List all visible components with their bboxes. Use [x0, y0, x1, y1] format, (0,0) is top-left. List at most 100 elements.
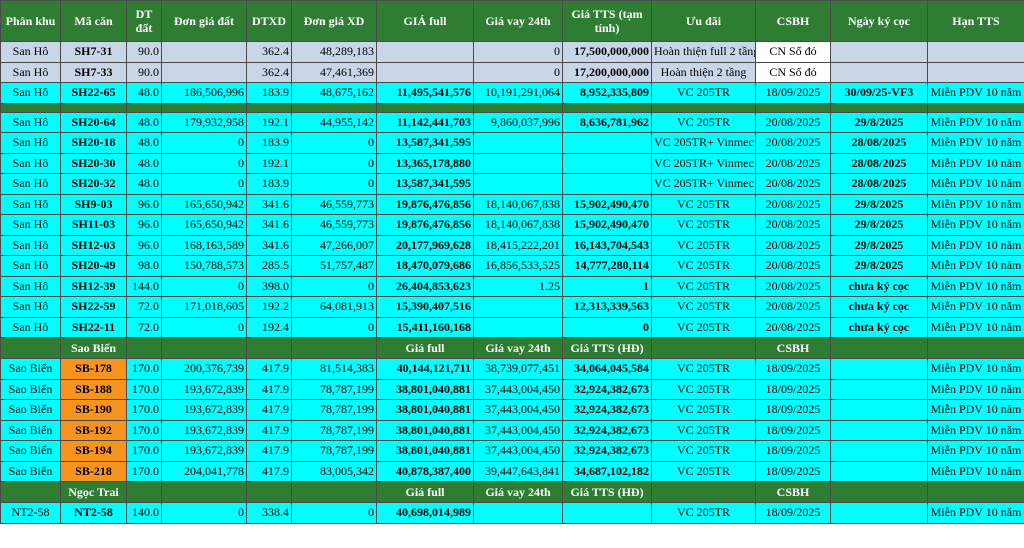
cell-han-tts: Miễn PDV 10 năm [927, 152, 1024, 174]
table-row[interactable]: Sao Biển SB-218 170.0 204,041,778 417.9 83,00… [0, 460, 1024, 482]
section-title: Sao Biển [60, 337, 127, 359]
cell-don-gia-dat: 168,163,589 [161, 234, 247, 256]
cell-don-gia-xd: 78,787,199 [291, 419, 377, 441]
divider-cell [161, 102, 247, 113]
cell-don-gia-dat: 0 [161, 275, 247, 297]
table-row[interactable]: San Hô SH20-30 48.0 0 192.1 0 13,365,178,880 VC… [0, 152, 1024, 174]
cell-uu-dai: VC 205TR [651, 399, 756, 421]
table-row[interactable]: San Hô SH20-64 48.0 179,932,958 192.1 44,955,… [0, 111, 1024, 133]
cell-ngay-ky-coc [830, 502, 928, 524]
cell-ngay-ky-coc: 29/8/2025 [830, 214, 928, 236]
table-row[interactable]: San Hô SH22-11 72.0 0 192.4 0 15,411,160,168 0 V… [0, 316, 1024, 338]
table-row[interactable]: NT2-58 NT2-58 140.0 0 338.4 0 40,698,014,989 VC… [0, 502, 1024, 524]
cell-ngay-ky-coc [830, 41, 928, 63]
cell-gia-full: 40,144,121,711 [376, 358, 474, 380]
table-row[interactable]: San Hô SH20-49 98.0 150,788,573 285.5 51,757,… [0, 255, 1024, 277]
cell-ngay-ky-coc [830, 399, 928, 421]
table-row[interactable]: San Hô SH20-18 48.0 0 183.9 0 13,587,341,595 VC… [0, 132, 1024, 154]
cell-don-gia-dat: 0 [161, 502, 247, 524]
cell-dtxd: 417.9 [246, 440, 292, 462]
section-empty-cell [246, 337, 292, 359]
cell-phan-khu: Sao Biển [0, 399, 61, 421]
table-row[interactable]: San Hô SH20-32 48.0 0 183.9 0 13,587,341,595 VC… [0, 173, 1024, 195]
cell-dtxd: 192.2 [246, 296, 292, 318]
cell-uu-dai: VC 205TR+ Vinmec [651, 173, 756, 195]
cell-phan-khu: San Hô [0, 296, 61, 318]
column-header-phan-khu: Phân khu [0, 0, 61, 42]
section-empty-cell [927, 337, 1024, 359]
cell-ma-can: SH7-33 [60, 61, 127, 83]
cell-gia-tts [562, 132, 652, 154]
cell-dtxd: 341.6 [246, 234, 292, 256]
cell-han-tts: Miễn PDV 10 năm [927, 275, 1024, 297]
cell-ma-can: SH11-03 [60, 214, 127, 236]
table-row[interactable]: San Hô SH11-03 96.0 165,650,942 341.6 46,559,… [0, 214, 1024, 236]
cell-don-gia-dat: 200,376,739 [161, 358, 247, 380]
cell-han-tts: Miễn PDV 10 năm [927, 399, 1024, 421]
cell-phan-khu: San Hô [0, 132, 61, 154]
cell-dt-dat: 48.0 [126, 82, 162, 104]
cell-don-gia-xd: 0 [291, 316, 377, 338]
cell-csbh: 20/08/2025 [755, 255, 831, 277]
cell-dtxd: 341.6 [246, 214, 292, 236]
cell-dtxd: 192.4 [246, 316, 292, 338]
section-empty-cell [126, 337, 162, 359]
table-row[interactable]: Sao Biển SB-192 170.0 193,672,839 417.9 78,78… [0, 419, 1024, 441]
cell-gia-tts: 12,313,339,563 [562, 296, 652, 318]
cell-don-gia-xd: 78,787,199 [291, 378, 377, 400]
table-row[interactable]: Sao Biển SB-190 170.0 193,672,839 417.9 78,78… [0, 399, 1024, 421]
table-row[interactable]: San Hô SH12-03 96.0 168,163,589 341.6 47,266,… [0, 234, 1024, 256]
cell-gia-full: 40,878,387,400 [376, 460, 474, 482]
table-row[interactable]: San Hô SH12-39 144.0 0 398.0 0 26,404,853,623 1… [0, 275, 1024, 297]
cell-ma-can: SB-192 [60, 419, 127, 441]
cell-ngay-ky-coc [830, 61, 928, 83]
cell-dtxd: 183.9 [246, 173, 292, 195]
section-empty-cell [0, 337, 61, 359]
cell-gia-full: 15,411,160,168 [376, 316, 474, 338]
cell-uu-dai: VC 205TR [651, 460, 756, 482]
cell-ma-can: SH12-39 [60, 275, 127, 297]
cell-ma-can: SH20-64 [60, 111, 127, 133]
cell-gia-full: 18,470,079,686 [376, 255, 474, 277]
cell-gia-tts: 17,200,000,000 [562, 61, 652, 83]
table-row[interactable]: Sao Biển SB-188 170.0 193,672,839 417.9 78,78… [0, 378, 1024, 400]
cell-dtxd: 362.4 [246, 41, 292, 63]
section-empty-cell [830, 481, 928, 503]
cell-dt-dat: 90.0 [126, 41, 162, 63]
cell-gia-vay: 1.25 [473, 275, 563, 297]
cell-gia-vay: 10,191,291,064 [473, 82, 563, 104]
cell-don-gia-dat: 193,672,839 [161, 419, 247, 441]
cell-csbh: 20/08/2025 [755, 296, 831, 318]
cell-don-gia-dat: 165,650,942 [161, 193, 247, 215]
cell-gia-vay: 37,443,004,450 [473, 378, 563, 400]
table-row[interactable]: San Hô SH9-03 96.0 165,650,942 341.6 46,559,7… [0, 193, 1024, 215]
section-gia-vay: Giá vay 24th [473, 481, 563, 503]
cell-phan-khu: San Hô [0, 234, 61, 256]
table-row[interactable]: San Hô SH22-59 72.0 171,018,605 192.2 64,081,… [0, 296, 1024, 318]
cell-phan-khu: NT2-58 [0, 502, 61, 524]
table-row[interactable]: San Hô SH7-31 90.0 362.4 48,289,183 0 17,500,0… [0, 41, 1024, 63]
cell-dt-dat: 96.0 [126, 193, 162, 215]
cell-han-tts: Miễn PDV 10 năm [927, 132, 1024, 154]
section-gia-full: Giá full [376, 481, 474, 503]
table-row[interactable]: San Hô SH22-65 48.0 186,506,996 183.9 48,675,… [0, 82, 1024, 104]
table-row[interactable]: Sao Biển SB-194 170.0 193,672,839 417.9 78,78… [0, 440, 1024, 462]
cell-gia-full: 11,495,541,576 [376, 82, 474, 104]
cell-don-gia-xd: 64,081,913 [291, 296, 377, 318]
table-row[interactable]: San Hô SH7-33 90.0 362.4 47,461,369 0 17,200,0… [0, 61, 1024, 83]
header-row: Phân khu Mã căn DT đất Đơn giá đất DTXD Đơn g… [0, 0, 1024, 42]
cell-phan-khu: Sao Biển [0, 419, 61, 441]
section-empty-cell [126, 481, 162, 503]
cell-han-tts: Miễn PDV 10 năm [927, 316, 1024, 338]
cell-dt-dat: 90.0 [126, 61, 162, 83]
cell-han-tts: Miễn PDV 10 năm [927, 193, 1024, 215]
table-row[interactable]: Sao Biển SB-178 170.0 200,376,739 417.9 81,51… [0, 358, 1024, 380]
section-gia-full: Giá full [376, 337, 474, 359]
cell-gia-tts [562, 502, 652, 524]
section-empty-cell [651, 481, 756, 503]
cell-gia-tts: 15,902,490,470 [562, 214, 652, 236]
column-header-uu-dai: Ưu đãi [651, 0, 756, 42]
cell-dt-dat: 48.0 [126, 111, 162, 133]
section-gia-tts: Giá TTS (HĐ) [562, 337, 652, 359]
divider-cell [376, 102, 474, 113]
